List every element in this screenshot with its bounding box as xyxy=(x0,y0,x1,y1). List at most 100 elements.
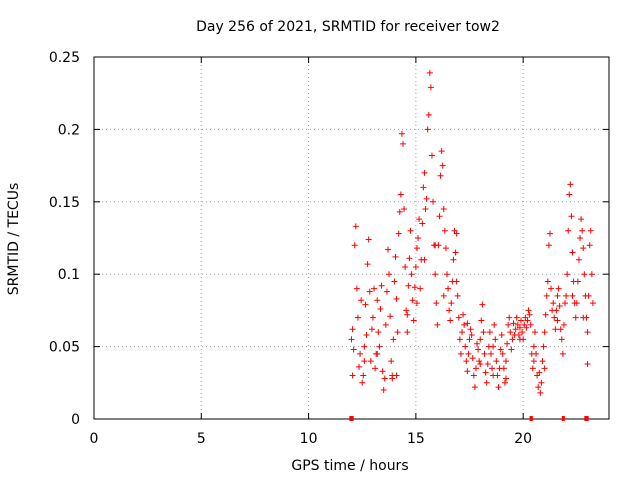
zero-value-markers xyxy=(349,416,589,421)
data-point xyxy=(413,245,420,252)
data-point xyxy=(484,360,491,367)
data-point xyxy=(445,285,452,292)
data-point xyxy=(556,303,563,310)
data-point xyxy=(372,365,379,372)
data-point xyxy=(438,148,445,155)
data-point xyxy=(507,329,514,336)
data-point xyxy=(483,379,490,386)
data-point xyxy=(481,350,488,357)
data-point xyxy=(492,336,499,343)
plot-frame xyxy=(93,56,610,420)
y-tick-label: 0.1 xyxy=(58,267,80,283)
data-point xyxy=(408,271,415,278)
data-point xyxy=(430,198,437,205)
data-point xyxy=(434,321,441,328)
data-point xyxy=(586,242,593,249)
data-point xyxy=(439,162,446,169)
data-point xyxy=(516,336,523,343)
data-point xyxy=(555,285,562,292)
data-point xyxy=(362,301,369,308)
data-point xyxy=(509,336,516,343)
data-point xyxy=(554,292,561,299)
data-point xyxy=(540,343,547,350)
y-tick-label: 0.15 xyxy=(49,195,80,211)
data-point xyxy=(388,358,395,365)
data-point xyxy=(395,230,402,237)
data-point xyxy=(456,336,463,343)
data-point xyxy=(375,329,382,336)
data-point xyxy=(516,324,523,331)
zero-value-marker xyxy=(529,416,533,421)
data-point xyxy=(530,358,537,365)
data-point xyxy=(455,314,462,321)
data-point xyxy=(376,343,383,350)
data-point xyxy=(386,271,393,278)
x-tick-label: 20 xyxy=(514,431,532,447)
data-point xyxy=(474,340,481,347)
data-point xyxy=(463,358,470,365)
data-point xyxy=(356,363,363,370)
data-point xyxy=(415,235,422,241)
data-point xyxy=(396,208,403,215)
data-point xyxy=(564,271,571,278)
data-point xyxy=(392,253,399,260)
data-point xyxy=(387,313,394,320)
data-point xyxy=(422,206,429,213)
data-point xyxy=(442,245,449,252)
chart-title: Day 256 of 2021, SRMTID for receiver tow… xyxy=(196,19,500,35)
x-axis-title: GPS time / hours xyxy=(291,458,408,474)
data-point xyxy=(526,311,533,318)
data-point xyxy=(436,213,443,220)
data-point xyxy=(432,271,439,278)
data-point xyxy=(542,311,549,318)
data-point xyxy=(553,307,560,314)
data-point xyxy=(519,329,526,336)
data-point xyxy=(581,271,588,278)
data-point xyxy=(424,126,431,133)
data-point xyxy=(352,223,359,230)
data-point xyxy=(406,255,413,262)
data-point xyxy=(459,329,466,336)
data-point xyxy=(365,236,372,243)
data-point xyxy=(557,326,564,333)
data-point xyxy=(354,314,361,321)
data-point xyxy=(468,332,475,339)
data-point xyxy=(518,317,525,324)
data-point xyxy=(440,206,447,213)
data-point xyxy=(413,300,420,307)
data-point xyxy=(475,346,482,353)
data-point xyxy=(490,372,497,379)
data-point xyxy=(397,191,404,198)
data-point xyxy=(490,343,497,350)
data-point xyxy=(477,360,484,367)
data-point xyxy=(566,191,573,198)
data-point xyxy=(499,350,506,357)
data-point xyxy=(589,300,596,307)
data-point xyxy=(466,336,473,343)
data-point xyxy=(423,195,430,202)
data-point xyxy=(575,256,582,263)
data-point xyxy=(568,213,575,220)
data-point xyxy=(558,336,565,343)
data-point xyxy=(548,285,555,292)
data-point xyxy=(367,358,374,365)
data-point xyxy=(411,284,418,291)
data-point xyxy=(400,140,406,147)
data-point xyxy=(552,326,559,333)
data-point xyxy=(383,288,390,295)
data-point xyxy=(584,329,591,336)
data-point xyxy=(513,314,520,321)
data-point xyxy=(497,346,504,353)
data-point xyxy=(453,230,460,237)
data-point xyxy=(505,321,512,328)
data-point xyxy=(374,350,381,357)
data-point xyxy=(378,282,385,289)
data-point xyxy=(420,184,427,191)
data-point xyxy=(495,384,502,391)
data-point xyxy=(493,358,500,365)
data-point xyxy=(580,245,587,252)
data-point xyxy=(416,216,423,223)
data-point xyxy=(404,329,411,336)
data-point xyxy=(574,278,581,285)
data-point xyxy=(472,365,479,372)
